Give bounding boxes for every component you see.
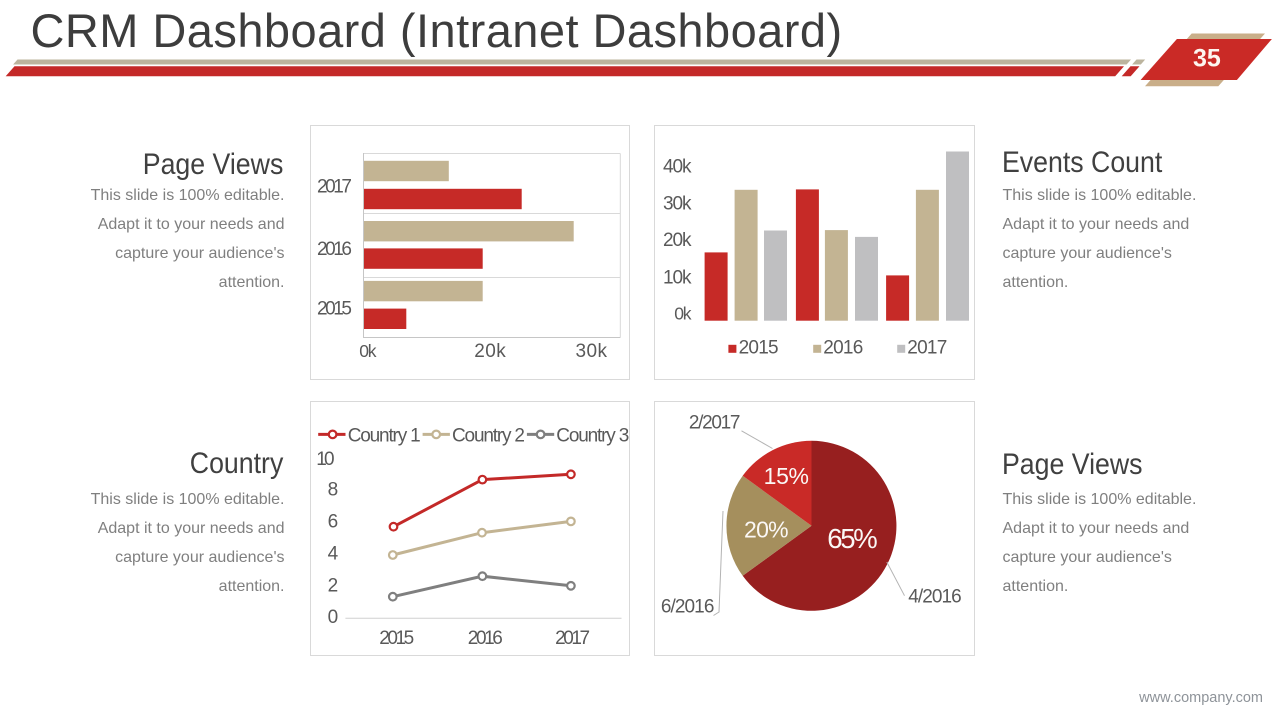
svg-text:10: 10: [316, 449, 334, 470]
svg-text:0: 0: [328, 607, 339, 628]
svg-text:2015: 2015: [379, 628, 414, 649]
svg-text:30k: 30k: [575, 341, 607, 362]
svg-text:2015: 2015: [317, 299, 352, 320]
svg-text:4: 4: [328, 543, 339, 564]
svg-text:Country 1: Country 1: [348, 425, 421, 446]
svg-text:2016: 2016: [317, 239, 352, 260]
svg-text:0k: 0k: [359, 341, 377, 361]
svg-text:65%: 65%: [827, 523, 878, 554]
svg-text:2016: 2016: [468, 628, 503, 649]
svg-text:Country 3: Country 3: [556, 425, 629, 446]
svg-text:2: 2: [328, 575, 339, 596]
svg-text:20k: 20k: [663, 230, 692, 251]
svg-text:0k: 0k: [674, 304, 692, 324]
svg-text:Country 2: Country 2: [452, 425, 525, 446]
svg-text:15%: 15%: [764, 463, 809, 489]
svg-text:20%: 20%: [744, 517, 789, 543]
svg-text:10k: 10k: [663, 267, 692, 288]
svg-text:6/2016: 6/2016: [661, 597, 715, 618]
svg-text:35: 35: [1193, 44, 1221, 72]
svg-text:2017: 2017: [555, 628, 590, 649]
svg-text:6: 6: [328, 512, 339, 533]
svg-text:2015: 2015: [739, 337, 779, 358]
svg-text:20k: 20k: [474, 341, 506, 362]
svg-text:2017: 2017: [907, 337, 947, 358]
svg-text:2017: 2017: [317, 177, 352, 198]
svg-text:8: 8: [328, 480, 339, 501]
svg-text:4/2016: 4/2016: [908, 587, 962, 608]
svg-text:2016: 2016: [823, 337, 863, 358]
svg-text:2/2017: 2/2017: [689, 413, 741, 434]
svg-text:40k: 40k: [663, 156, 692, 177]
svg-text:30k: 30k: [663, 193, 692, 214]
